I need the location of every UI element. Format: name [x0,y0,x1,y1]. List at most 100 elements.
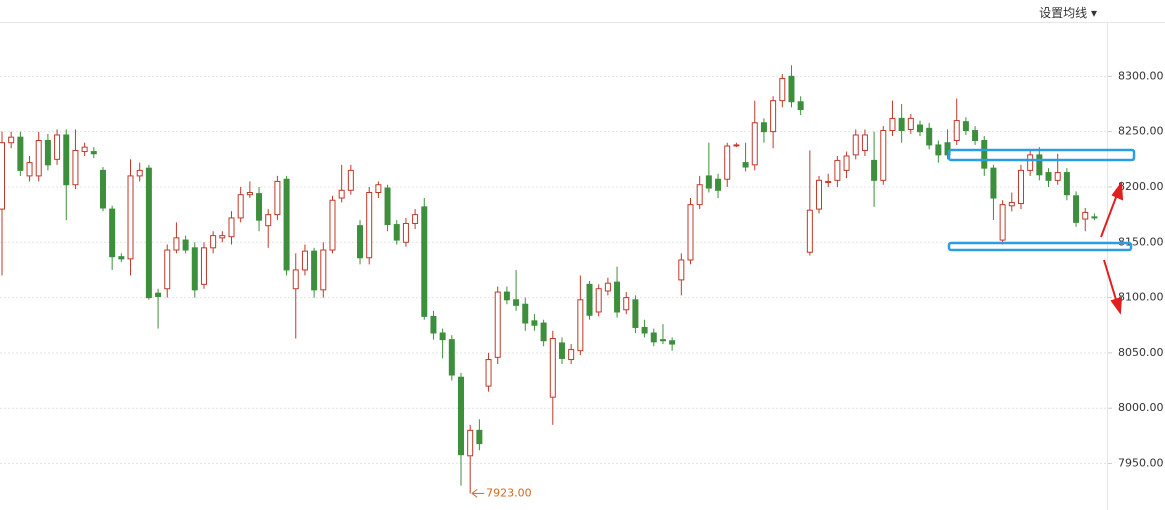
ma-settings-dropdown[interactable]: 设置均线 ▾ [1039,6,1097,20]
y-tick-label: 8150.00 [1118,235,1164,248]
candle-body [926,127,933,146]
y-tick-label: 8050.00 [1118,346,1164,359]
y-tick-label: 8200.00 [1118,180,1164,193]
plot: 7950.00 8000.00 8050.00 8100.00 8150.00 8200.… [0,65,1164,499]
candle-body [503,291,510,301]
annotation-label: 7923.00 [486,486,532,499]
candle-body [788,75,795,103]
candle-body [228,217,235,238]
candle-body [558,342,565,359]
candle-body [448,339,455,376]
candle-body [981,139,988,169]
candle-body [292,269,299,290]
candle-body [301,250,308,271]
candle-body [1054,172,1061,181]
candle-body [182,239,189,251]
candle-body [641,326,648,334]
candle-body [852,134,859,156]
candle-body [256,193,263,221]
candle-body [219,235,226,239]
candle-body [577,299,584,352]
candle-body [614,281,621,313]
y-tick-label: 8300.00 [1118,69,1164,82]
candle-body [917,124,923,133]
candle-body [164,249,171,290]
candle-body [347,169,354,191]
candle-body [522,303,529,324]
candle-body [871,159,878,181]
arrows [1100,181,1124,315]
candle-body [63,134,70,186]
candle-body [659,339,666,342]
candle-body [127,175,134,260]
candle-body [8,136,15,144]
candle-body [274,180,281,216]
arrow-head [1111,181,1124,201]
candle-body [889,117,896,132]
candle-body [118,256,125,260]
candle-body [898,117,905,132]
candle-body [366,191,373,259]
arrow-up [1100,191,1119,238]
candle-body [458,376,464,456]
candle-body [696,184,703,206]
candle-body [402,222,409,243]
candle-body [439,332,446,341]
candle-body [751,122,758,166]
candle-body [485,359,492,387]
candle-body [669,340,676,345]
candle-body [513,299,520,306]
candle-body [81,146,88,153]
candle-body [320,249,327,291]
candle-body [779,78,786,102]
candle-body [1045,172,1052,181]
y-tick-label: 8250.00 [1118,125,1164,138]
candle-body [549,338,556,398]
candle-body [430,315,437,334]
candle-body [953,120,960,141]
candle-body [173,237,180,251]
candle-body [595,288,602,313]
candle-body [861,134,868,151]
annotation-arrow-head [471,489,478,498]
candle-body [155,292,162,297]
candle-body [338,189,345,199]
candle-body [237,194,244,219]
candle-body [311,250,318,291]
candle-body [586,283,593,316]
candle-body [825,180,832,184]
candle-body [375,184,382,193]
candle-body [816,179,823,210]
candle-body [806,209,813,253]
candle-body [770,100,777,133]
y-tick-label: 8100.00 [1118,291,1164,304]
candle-body [1008,201,1015,207]
candle-body [246,191,253,196]
menu-label[interactable]: 设置均线 [1039,6,1088,20]
candle-body [834,159,841,181]
candle-body [935,144,942,156]
candle-body [962,121,969,132]
candle-body [880,130,887,181]
y-tick-label: 8000.00 [1118,401,1164,414]
candle-body [1073,195,1080,223]
candle-body [421,206,428,317]
candle-body [44,139,51,166]
arrow-head [1110,296,1123,315]
candle-body [632,299,639,328]
candle-body [191,247,198,291]
candle-body [72,149,79,186]
candle-body [467,429,474,457]
candle-body [283,178,290,271]
candle-body [136,169,143,177]
candle-body [357,225,364,259]
candle-body [1017,169,1024,205]
y-tick-label: 7950.00 [1118,457,1164,470]
candle-body [944,142,951,156]
candle-body [1063,172,1070,196]
candle-body [1082,211,1089,220]
candle-body [733,144,740,147]
arrow-down [1103,259,1118,304]
